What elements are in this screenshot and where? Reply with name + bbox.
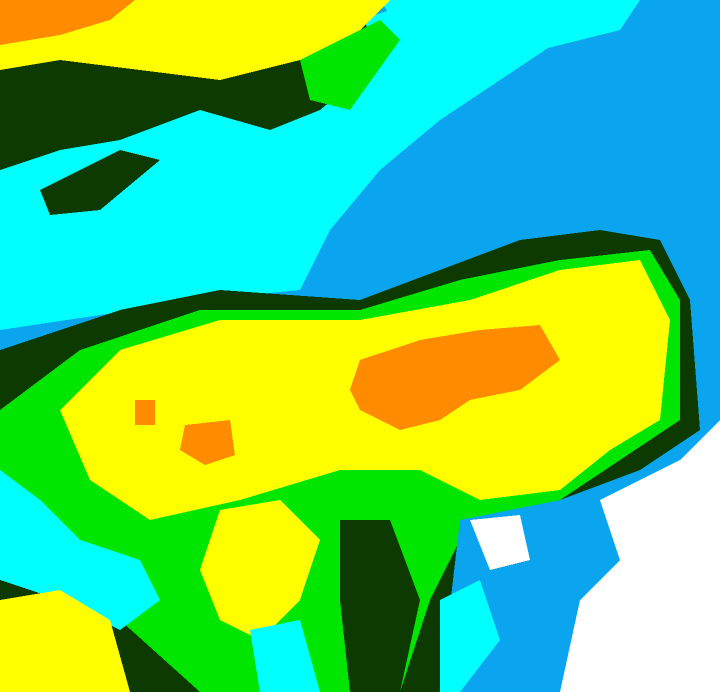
region-orange-spot — [135, 400, 155, 425]
region-yellow-southwest — [0, 590, 130, 692]
region-cyan-south — [250, 620, 320, 692]
region-cyan-southwest — [0, 470, 160, 630]
region-darkgreen-ribbon — [40, 150, 160, 215]
region-yellow-south — [200, 500, 320, 640]
region-white-patch — [470, 515, 530, 570]
region-green-north-edge — [300, 20, 400, 110]
region-cyan-top — [380, 0, 640, 70]
region-cyan-streak-se — [440, 580, 500, 692]
region-darkgreen-south — [340, 520, 420, 692]
region-orange-core-west — [180, 420, 235, 465]
region-orange-core-east — [350, 325, 560, 430]
region-orange-north — [0, 0, 135, 45]
region-white-southeast — [560, 420, 720, 692]
